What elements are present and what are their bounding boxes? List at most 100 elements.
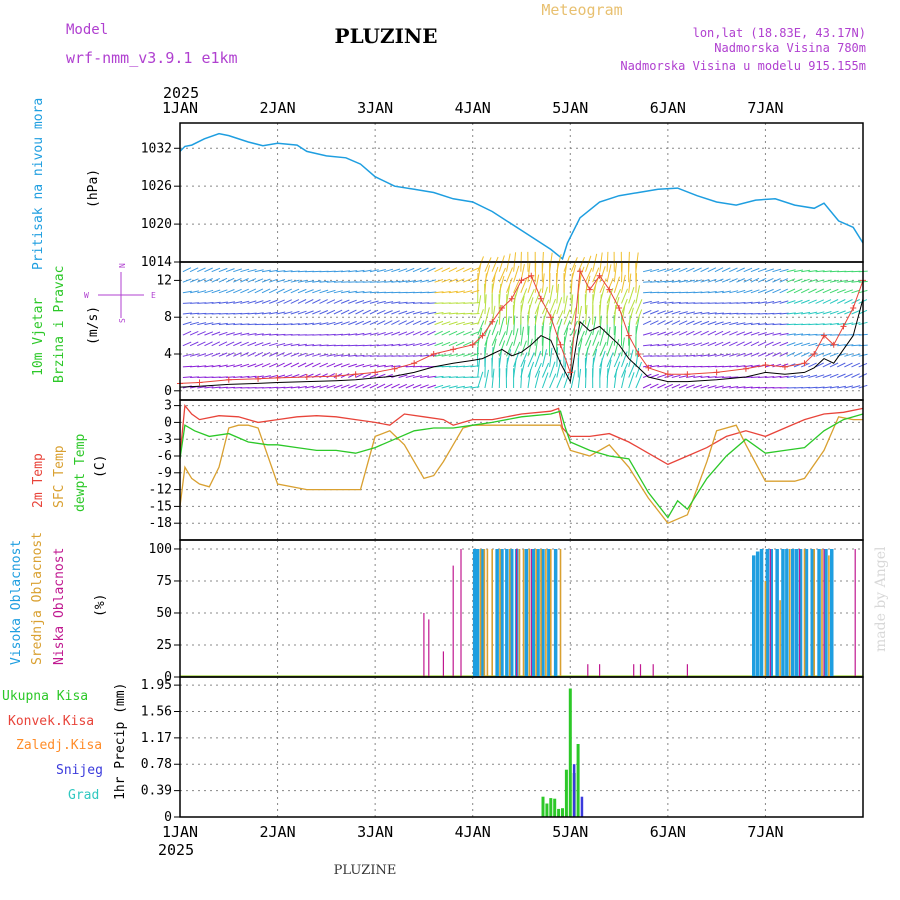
wind-barb xyxy=(808,288,817,294)
wind-barb xyxy=(585,318,591,336)
wind-barb xyxy=(729,267,738,273)
wind-barb xyxy=(261,342,271,347)
precip-legend-freezing: Zaledj.Kisa xyxy=(16,738,102,753)
wind-barb xyxy=(427,384,437,389)
wind-barb xyxy=(786,288,796,294)
cloud-bar-1 xyxy=(803,549,806,677)
wind-barb xyxy=(348,309,357,315)
wind-barb xyxy=(269,299,278,304)
precip-bar-1 xyxy=(580,796,584,817)
wind-barb xyxy=(491,256,499,272)
wind-barb xyxy=(563,336,566,357)
wind-barb xyxy=(434,354,444,357)
wind-barb xyxy=(240,312,250,315)
wind-barb xyxy=(420,342,429,347)
wind-compass: W E N S xyxy=(84,263,156,323)
wind-barb xyxy=(527,288,535,304)
wind-barb xyxy=(391,320,400,326)
cloud-bar-2 xyxy=(799,549,801,677)
wind-barb xyxy=(448,341,458,347)
wind-barb xyxy=(240,288,249,294)
wind-barb xyxy=(700,312,710,315)
wind-barb xyxy=(592,284,597,304)
wind-barb xyxy=(477,256,484,272)
wind-barb xyxy=(678,311,688,315)
wind-barb xyxy=(427,330,436,336)
wind-unit: (m/s) xyxy=(86,306,101,345)
watermark: made by Angel xyxy=(873,546,889,652)
cloud-bar-0 xyxy=(817,549,821,677)
wind-barb xyxy=(319,310,328,315)
wind-barb xyxy=(182,290,192,294)
cloud-bar-0 xyxy=(830,549,834,677)
wind-barb xyxy=(772,300,782,304)
wind-barb xyxy=(585,275,591,293)
wind-barb xyxy=(355,291,365,294)
wind-barb xyxy=(527,262,531,283)
wind-barb xyxy=(412,279,422,283)
wind-barb xyxy=(233,268,242,273)
wind-barb xyxy=(736,386,746,389)
wind-barb xyxy=(844,373,853,378)
precip-legend-snow: Snijeg xyxy=(56,763,103,778)
wind-barb xyxy=(851,385,861,389)
cloud-bar-1 xyxy=(550,549,552,677)
wind-barb xyxy=(671,383,681,389)
wind-gust-marker xyxy=(508,295,515,302)
wind-barb xyxy=(376,300,386,304)
wind-barb xyxy=(218,352,228,357)
wind-barb xyxy=(491,266,499,283)
wind-barb xyxy=(427,291,437,294)
wind-barb xyxy=(412,302,423,304)
wind-barb xyxy=(808,279,818,283)
wind-barb xyxy=(513,341,521,357)
cloud-bar-0 xyxy=(547,549,551,677)
wind-barb xyxy=(484,294,487,315)
wind-gust-marker xyxy=(616,305,623,311)
temp-ylabel-2: SFC Temp xyxy=(52,445,67,508)
wind-barb xyxy=(621,298,628,315)
wind-barb xyxy=(362,309,372,315)
wind-barb xyxy=(456,312,466,315)
wind-barb xyxy=(384,310,393,315)
wind-barb xyxy=(621,362,629,378)
wind-barb xyxy=(592,267,600,283)
cloud-bar-1 xyxy=(535,549,537,677)
wind-barb xyxy=(240,278,249,283)
cloud-bar-1 xyxy=(789,549,791,677)
wind-barb xyxy=(520,295,525,315)
temp-ylabel-1: 2m Temp xyxy=(31,453,46,508)
wind-barb xyxy=(384,365,394,368)
cloud-unit: (%) xyxy=(93,594,108,617)
temp-ytick-label: -18 xyxy=(149,516,172,531)
wind-barb xyxy=(707,267,717,273)
wind-barb xyxy=(527,361,535,378)
wind-barb xyxy=(225,277,235,283)
top-date-5: 6JAN xyxy=(650,99,686,117)
cloud-ytick-label: 75 xyxy=(156,574,172,589)
wind-barb xyxy=(290,299,300,304)
wind-barb xyxy=(419,330,429,336)
wind-barb xyxy=(376,269,386,273)
wind-barb xyxy=(844,322,854,326)
cloud-ylabel-3: Niska Oblacnost xyxy=(52,548,67,665)
wind-barb xyxy=(477,327,483,346)
wind-barb xyxy=(520,326,524,346)
wind-barb xyxy=(585,368,587,389)
wind-barb xyxy=(671,365,681,368)
wind-barb xyxy=(225,341,235,347)
wind-barb xyxy=(822,386,832,389)
wind-barb xyxy=(355,320,364,326)
wind-barb xyxy=(642,300,652,304)
wind-barb xyxy=(261,333,271,336)
wind-barb xyxy=(592,357,594,378)
wind-barb xyxy=(319,344,329,347)
wind-barb xyxy=(312,299,321,304)
wind-barb xyxy=(362,269,372,273)
wind-barb xyxy=(606,359,612,378)
wind-barb xyxy=(498,317,505,336)
wind-barb xyxy=(211,277,221,283)
wind-barb xyxy=(326,299,336,304)
wind-barb xyxy=(513,286,519,304)
wind-barb xyxy=(570,257,578,272)
